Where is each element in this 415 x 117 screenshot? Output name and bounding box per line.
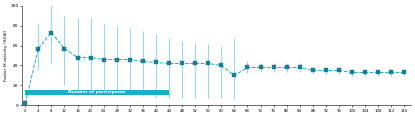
Y-axis label: Factor IX activity (IU/dl): Factor IX activity (IU/dl) — [4, 30, 8, 81]
Text: Number of participants: Number of participants — [68, 90, 126, 94]
Bar — [25, 90, 169, 95]
